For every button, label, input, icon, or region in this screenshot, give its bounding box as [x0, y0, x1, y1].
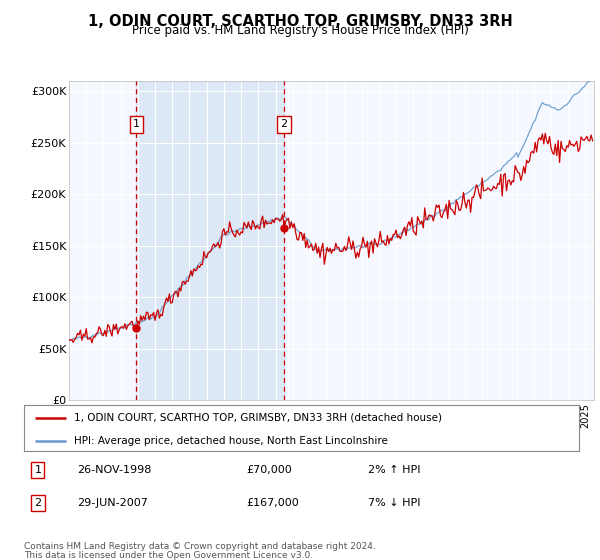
Text: £70,000: £70,000: [246, 465, 292, 475]
Text: 29-JUN-2007: 29-JUN-2007: [77, 498, 148, 508]
Text: 2% ↑ HPI: 2% ↑ HPI: [368, 465, 421, 475]
Text: 7% ↓ HPI: 7% ↓ HPI: [368, 498, 421, 508]
Text: Price paid vs. HM Land Registry's House Price Index (HPI): Price paid vs. HM Land Registry's House …: [131, 24, 469, 37]
Text: This data is licensed under the Open Government Licence v3.0.: This data is licensed under the Open Gov…: [24, 551, 313, 560]
Text: 1: 1: [133, 119, 140, 129]
Text: 1, ODIN COURT, SCARTHO TOP, GRIMSBY, DN33 3RH: 1, ODIN COURT, SCARTHO TOP, GRIMSBY, DN3…: [88, 14, 512, 29]
Text: 2: 2: [34, 498, 41, 508]
Bar: [136, 81, 284, 400]
Text: HPI: Average price, detached house, North East Lincolnshire: HPI: Average price, detached house, Nort…: [74, 436, 388, 446]
Text: Contains HM Land Registry data © Crown copyright and database right 2024.: Contains HM Land Registry data © Crown c…: [24, 542, 376, 551]
Text: 1, ODIN COURT, SCARTHO TOP, GRIMSBY, DN33 3RH (detached house): 1, ODIN COURT, SCARTHO TOP, GRIMSBY, DN3…: [74, 413, 442, 423]
Text: 2: 2: [281, 119, 288, 129]
Text: 1: 1: [34, 465, 41, 475]
Text: 26-NOV-1998: 26-NOV-1998: [77, 465, 151, 475]
Text: £167,000: £167,000: [246, 498, 299, 508]
